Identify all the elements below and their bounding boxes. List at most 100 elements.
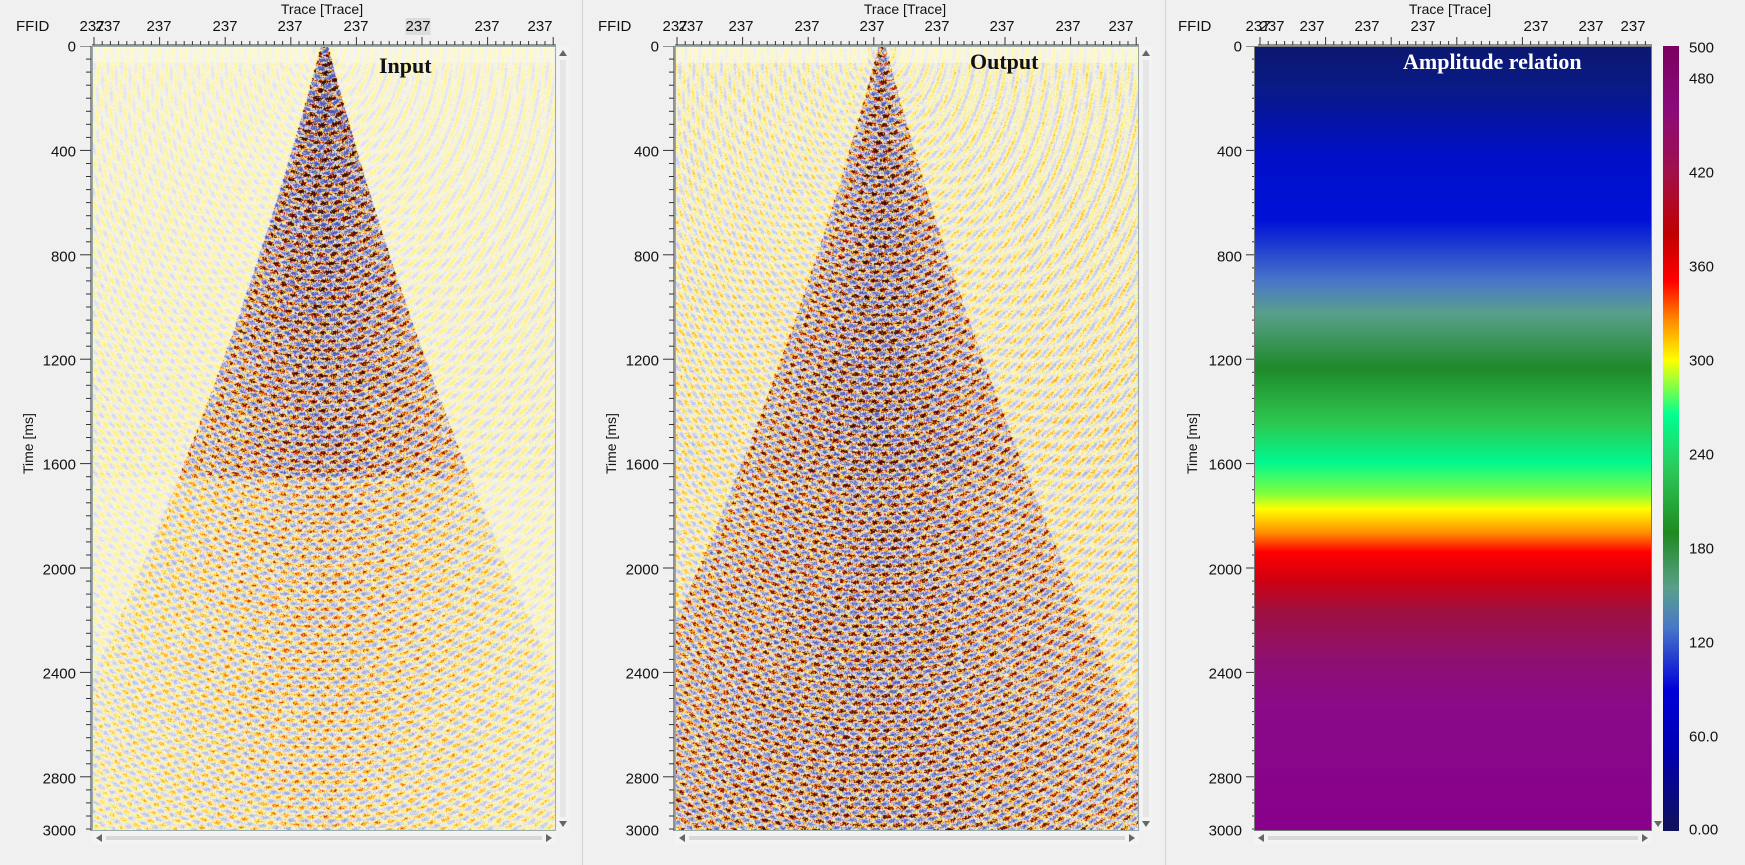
scroll-thumb[interactable] (1268, 836, 1638, 840)
ffid-label: FFID (16, 18, 50, 35)
x-tick: 237 (1055, 18, 1081, 35)
x-tick: 237 (859, 18, 885, 35)
y-tick: 0 (650, 38, 659, 56)
y-axis-label: Time [ms] (20, 413, 36, 474)
x-tick: 237 (343, 18, 369, 35)
y-tick: 0 (1233, 38, 1242, 56)
y-tick: 2800 (42, 770, 76, 788)
output-panel: Trace [Trace] FFID 237 237 237 237 237 2… (583, 0, 1163, 865)
scroll-left-arrow-icon[interactable] (1258, 834, 1264, 842)
x-tick: 237 (662, 18, 688, 35)
y-tick: 400 (50, 143, 76, 161)
amplitude-colorbar (1663, 46, 1679, 831)
x-tick: 237 (1578, 18, 1604, 35)
scroll-right-arrow-icon[interactable] (1129, 834, 1135, 842)
x-tick: 237 (678, 18, 704, 35)
colorbar-tick: 300 (1689, 352, 1715, 370)
y-tick: 3000 (42, 822, 76, 840)
y-tick: 800 (633, 248, 659, 266)
seismic-section-output[interactable]: Output (675, 46, 1139, 831)
y-tick: 1200 (625, 352, 659, 370)
y-tick: 2400 (42, 665, 76, 683)
amplitude-relation-plot[interactable]: Amplitude relation (1254, 46, 1652, 831)
y-tick: 800 (1216, 248, 1242, 266)
x-axis-label: Trace [Trace] (280, 1, 364, 17)
x-tick: 237 (1259, 18, 1285, 35)
x-axis-label: Trace [Trace] (1408, 1, 1492, 17)
input-panel: Trace [Trace] FFID 237 237 237 237 237 2… (0, 0, 580, 865)
scroll-thumb[interactable] (1143, 60, 1149, 817)
y-tick: 3000 (1208, 822, 1242, 840)
x-tick: 237 (924, 18, 950, 35)
colorbar-tick: 120 (1689, 634, 1715, 652)
vertical-scrollbar[interactable] (1652, 46, 1662, 831)
y-tick: 400 (1216, 143, 1242, 161)
x-tick: 237 (146, 18, 172, 35)
y-tick-marks (663, 46, 675, 831)
x-tick: 237 (527, 18, 553, 35)
scroll-left-arrow-icon[interactable] (679, 834, 685, 842)
y-tick: 2800 (1208, 770, 1242, 788)
scroll-thumb[interactable] (560, 60, 566, 817)
vertical-scrollbar[interactable] (557, 46, 569, 831)
x-tick-marks (675, 37, 1139, 46)
y-tick: 2000 (625, 561, 659, 579)
y-axis-label: Time [ms] (603, 413, 619, 474)
x-tick: 237 (1523, 18, 1549, 35)
horizontal-scrollbar[interactable] (1254, 831, 1652, 845)
x-tick: 237 (1108, 18, 1134, 35)
horizontal-scrollbar[interactable] (92, 831, 556, 845)
x-tick-marks (1258, 37, 1652, 46)
scroll-left-arrow-icon[interactable] (96, 834, 102, 842)
vertical-scrollbar[interactable] (1140, 46, 1152, 831)
x-tick: 237 (1410, 18, 1436, 35)
y-tick: 2400 (625, 665, 659, 683)
colorbar-tick: 240 (1689, 446, 1715, 464)
ffid-label: FFID (1178, 18, 1212, 35)
scroll-up-arrow-icon[interactable] (559, 50, 567, 56)
seismic-canvas (676, 47, 1138, 830)
colorbar-tick: 480 (1689, 70, 1715, 88)
y-tick: 2000 (42, 561, 76, 579)
colorbar-tick: 0.00 (1689, 821, 1719, 839)
y-tick-marks (80, 46, 92, 831)
y-tick: 1200 (1208, 352, 1242, 370)
panel-title: Output (970, 49, 1039, 74)
y-tick: 2000 (1208, 561, 1242, 579)
scroll-down-arrow-icon[interactable] (559, 821, 567, 827)
panel-divider[interactable] (1165, 0, 1166, 865)
x-tick: 237 (474, 18, 500, 35)
scroll-down-arrow-icon[interactable] (1654, 821, 1662, 827)
horizontal-scrollbar[interactable] (675, 831, 1139, 845)
amplitude-canvas (1255, 47, 1651, 830)
scroll-down-arrow-icon[interactable] (1142, 821, 1150, 827)
y-tick: 800 (50, 248, 76, 266)
y-tick: 1600 (42, 456, 76, 474)
panel-divider[interactable] (582, 0, 583, 865)
colorbar-tick: 60.0 (1689, 728, 1719, 746)
scroll-up-arrow-icon[interactable] (1142, 50, 1150, 56)
y-axis-label: Time [ms] (1184, 413, 1200, 474)
x-axis-label: Trace [Trace] (863, 1, 947, 17)
y-tick: 1600 (1208, 456, 1242, 474)
scroll-thumb[interactable] (689, 836, 1125, 840)
colorbar-tick: 180 (1689, 540, 1715, 558)
scroll-right-arrow-icon[interactable] (546, 834, 552, 842)
panel-title: Input (379, 53, 432, 78)
colorbar-tick: 360 (1689, 258, 1715, 276)
scroll-thumb[interactable] (106, 836, 542, 840)
x-tick: 237 (79, 18, 105, 35)
x-tick: 237 (405, 18, 431, 35)
x-tick: 237 (728, 18, 754, 35)
seismic-canvas (93, 47, 555, 830)
x-tick-marks (92, 37, 556, 46)
x-tick: 237 (1620, 18, 1646, 35)
seismic-section-input[interactable]: Input (92, 46, 556, 831)
scroll-right-arrow-icon[interactable] (1642, 834, 1648, 842)
x-tick: 237 (1299, 18, 1325, 35)
y-tick: 400 (633, 143, 659, 161)
y-tick: 0 (67, 38, 76, 56)
x-tick: 237 (212, 18, 238, 35)
y-tick: 2800 (625, 770, 659, 788)
ffid-label: FFID (598, 18, 632, 35)
